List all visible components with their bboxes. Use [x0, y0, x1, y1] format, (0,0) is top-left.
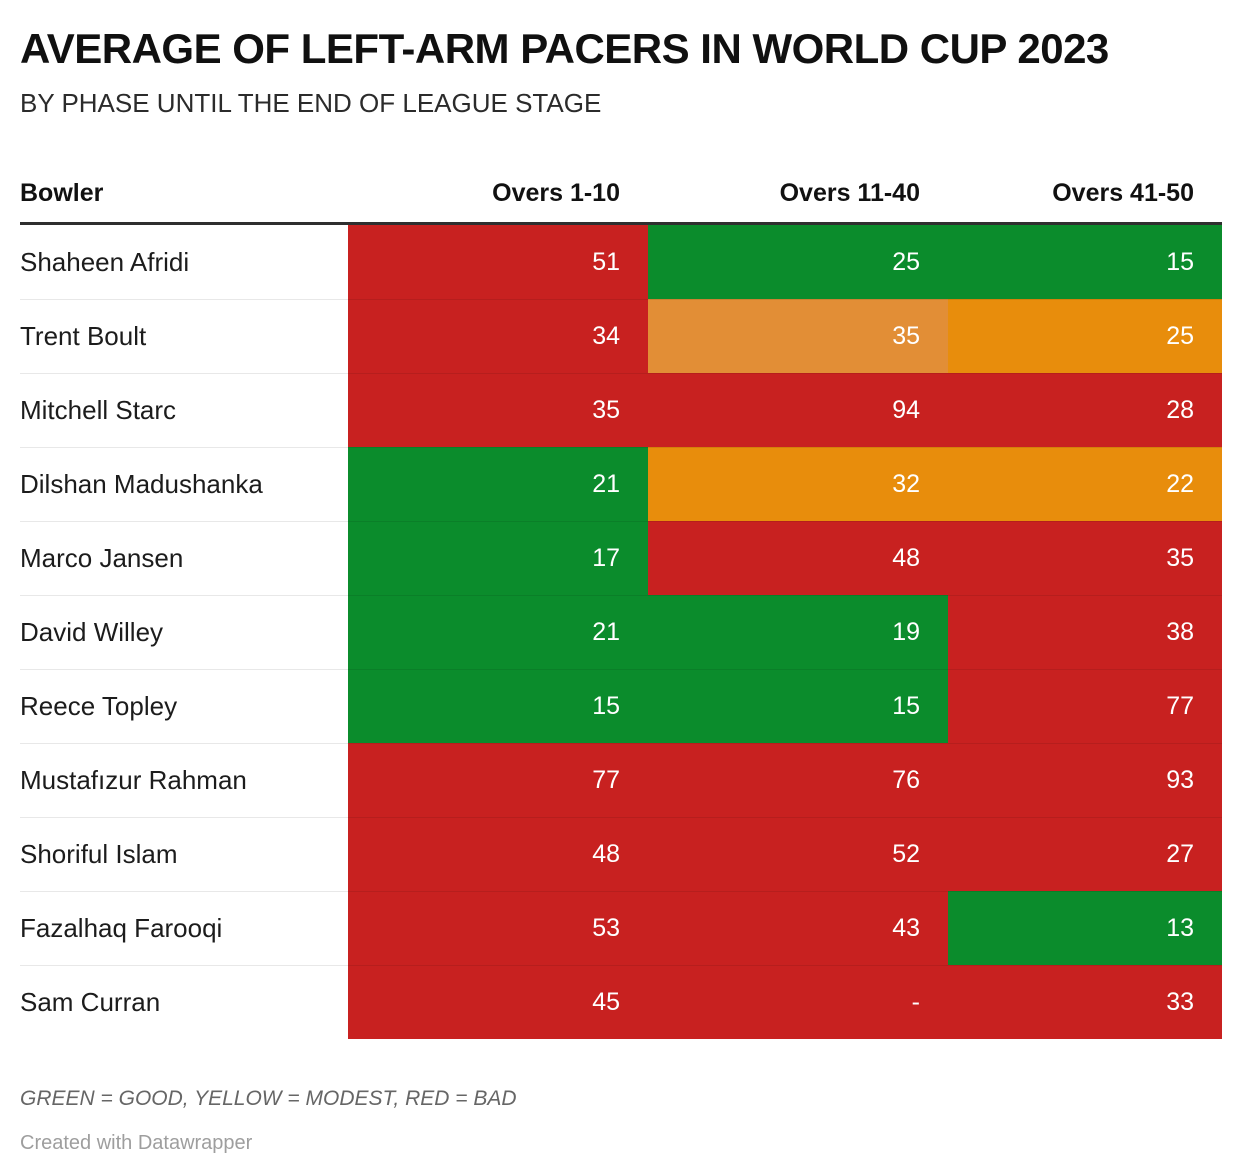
- bowler-name: Trent Boult: [20, 299, 348, 374]
- page-title: AVERAGE OF LEFT-ARM PACERS IN WORLD CUP …: [20, 25, 1109, 72]
- bowler-name: Reece Topley: [20, 669, 348, 744]
- table-row: Mustafızur Rahman 77 76 93: [20, 743, 1222, 818]
- value-cell: 35: [648, 299, 948, 374]
- table-row: Sam Curran 45 - 33: [20, 965, 1222, 1040]
- column-header-overs-41-50: Overs 41-50: [1052, 179, 1194, 208]
- value-cell: 25: [648, 225, 948, 300]
- value-cell: 15: [648, 669, 948, 744]
- table-row: Fazalhaq Farooqi 53 43 13: [20, 891, 1222, 966]
- value-cell: 45: [348, 965, 648, 1040]
- value-cell: 27: [948, 817, 1222, 892]
- bowler-name: Mustafızur Rahman: [20, 743, 348, 818]
- bowler-name: Mitchell Starc: [20, 373, 348, 448]
- bowler-name: Shaheen Afridi: [20, 225, 348, 300]
- bowler-name: Sam Curran: [20, 965, 348, 1040]
- value-cell: 34: [348, 299, 648, 374]
- attribution-text: Created with Datawrapper: [20, 1132, 253, 1155]
- value-cell: 77: [348, 743, 648, 818]
- bowler-name: Marco Jansen: [20, 521, 348, 596]
- table-body: Shaheen Afridi 51 25 15 Trent Boult 34 3…: [20, 225, 1222, 1040]
- bowler-name: Dilshan Madushanka: [20, 447, 348, 522]
- value-cell: 53: [348, 891, 648, 966]
- value-cell: 52: [648, 817, 948, 892]
- value-cell: 21: [348, 447, 648, 522]
- value-cell: 93: [948, 743, 1222, 818]
- value-cell: 38: [948, 595, 1222, 670]
- value-cell: 51: [348, 225, 648, 300]
- value-cell: 48: [348, 817, 648, 892]
- bowler-name: David Willey: [20, 595, 348, 670]
- value-cell: 35: [948, 521, 1222, 596]
- value-cell: 15: [948, 225, 1222, 300]
- table-row: Reece Topley 15 15 77: [20, 669, 1222, 744]
- value-cell: 43: [648, 891, 948, 966]
- table-row: David Willey 21 19 38: [20, 595, 1222, 670]
- value-cell: 22: [948, 447, 1222, 522]
- table-row: Trent Boult 34 35 25: [20, 299, 1222, 374]
- bowler-name: Shoriful Islam: [20, 817, 348, 892]
- table-row: Mitchell Starc 35 94 28: [20, 373, 1222, 448]
- value-cell: 32: [648, 447, 948, 522]
- value-cell: 19: [648, 595, 948, 670]
- value-cell: 35: [348, 373, 648, 448]
- value-cell: 21: [348, 595, 648, 670]
- color-legend-note: GREEN = GOOD, YELLOW = MODEST, RED = BAD: [20, 1087, 517, 1111]
- value-cell: 13: [948, 891, 1222, 966]
- value-cell: 28: [948, 373, 1222, 448]
- column-header-overs-11-40: Overs 11-40: [779, 179, 920, 208]
- table-row: Shaheen Afridi 51 25 15: [20, 225, 1222, 300]
- column-header-overs-1-10: Overs 1-10: [492, 179, 620, 208]
- table-row: Shoriful Islam 48 52 27: [20, 817, 1222, 892]
- value-cell: 76: [648, 743, 948, 818]
- value-cell: 77: [948, 669, 1222, 744]
- value-cell: 15: [348, 669, 648, 744]
- value-cell: 33: [948, 965, 1222, 1040]
- table-row: Dilshan Madushanka 21 32 22: [20, 447, 1222, 522]
- value-cell: 25: [948, 299, 1222, 374]
- value-cell: 94: [648, 373, 948, 448]
- value-cell: 48: [648, 521, 948, 596]
- value-cell: 17: [348, 521, 648, 596]
- bowler-name: Fazalhaq Farooqi: [20, 891, 348, 966]
- page-subtitle: BY PHASE UNTIL THE END OF LEAGUE STAGE: [20, 88, 602, 119]
- table-header-row: Bowler Overs 1-10 Overs 11-40 Overs 41-5…: [20, 179, 1222, 226]
- value-cell: -: [648, 965, 948, 1040]
- table-row: Marco Jansen 17 48 35: [20, 521, 1222, 596]
- column-header-bowler: Bowler: [20, 179, 104, 208]
